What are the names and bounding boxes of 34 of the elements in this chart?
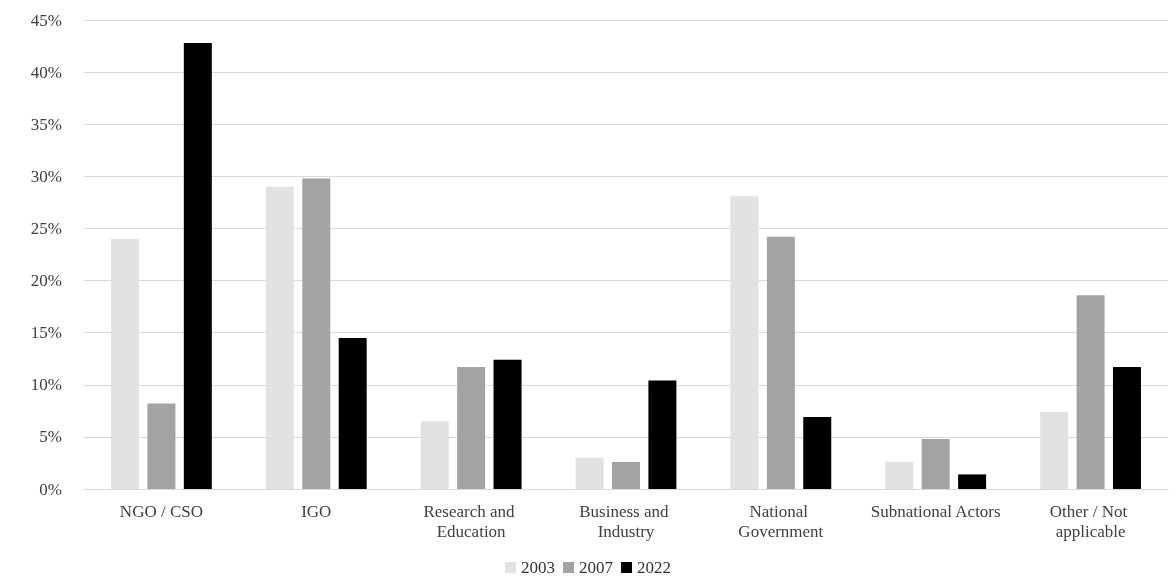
y-tick-label: 40% bbox=[30, 62, 62, 82]
y-tick-label: 25% bbox=[30, 218, 62, 238]
bar bbox=[766, 236, 795, 489]
bar bbox=[183, 42, 212, 489]
bar bbox=[958, 474, 987, 489]
x-tick-label: IGO bbox=[301, 501, 332, 521]
x-tick-label: Other / Not applicable bbox=[1049, 501, 1132, 541]
bar bbox=[338, 337, 367, 489]
x-tick-label: Subnational Actors bbox=[870, 501, 1001, 521]
y-tick-label: 5% bbox=[39, 427, 62, 447]
y-tick-label: 30% bbox=[30, 166, 62, 186]
bar bbox=[803, 417, 832, 489]
y-tick-label: 0% bbox=[39, 479, 62, 499]
bar bbox=[921, 438, 950, 489]
x-tick-label: NGO / CSO bbox=[119, 501, 203, 521]
y-tick-label: 35% bbox=[30, 114, 62, 134]
y-tick-label: 45% bbox=[30, 10, 62, 30]
bar bbox=[612, 461, 640, 489]
bar bbox=[302, 178, 331, 489]
legend-label: 2003 bbox=[521, 558, 555, 577]
bar bbox=[147, 403, 176, 489]
x-tick-label: National Government bbox=[738, 501, 824, 541]
x-tick-label: Business and Industry bbox=[579, 501, 673, 541]
bar bbox=[1076, 295, 1105, 489]
bar bbox=[648, 380, 677, 489]
y-tick-label: 15% bbox=[30, 323, 62, 343]
legend-label: 2022 bbox=[637, 558, 671, 577]
bar bbox=[457, 367, 486, 489]
y-tick-label: 20% bbox=[30, 271, 62, 291]
bar bbox=[493, 359, 522, 489]
bar bbox=[1112, 367, 1141, 489]
legend-label: 2007 bbox=[579, 558, 614, 577]
x-tick-label: Research and Education bbox=[423, 501, 519, 541]
y-tick-label: 10% bbox=[30, 375, 62, 395]
